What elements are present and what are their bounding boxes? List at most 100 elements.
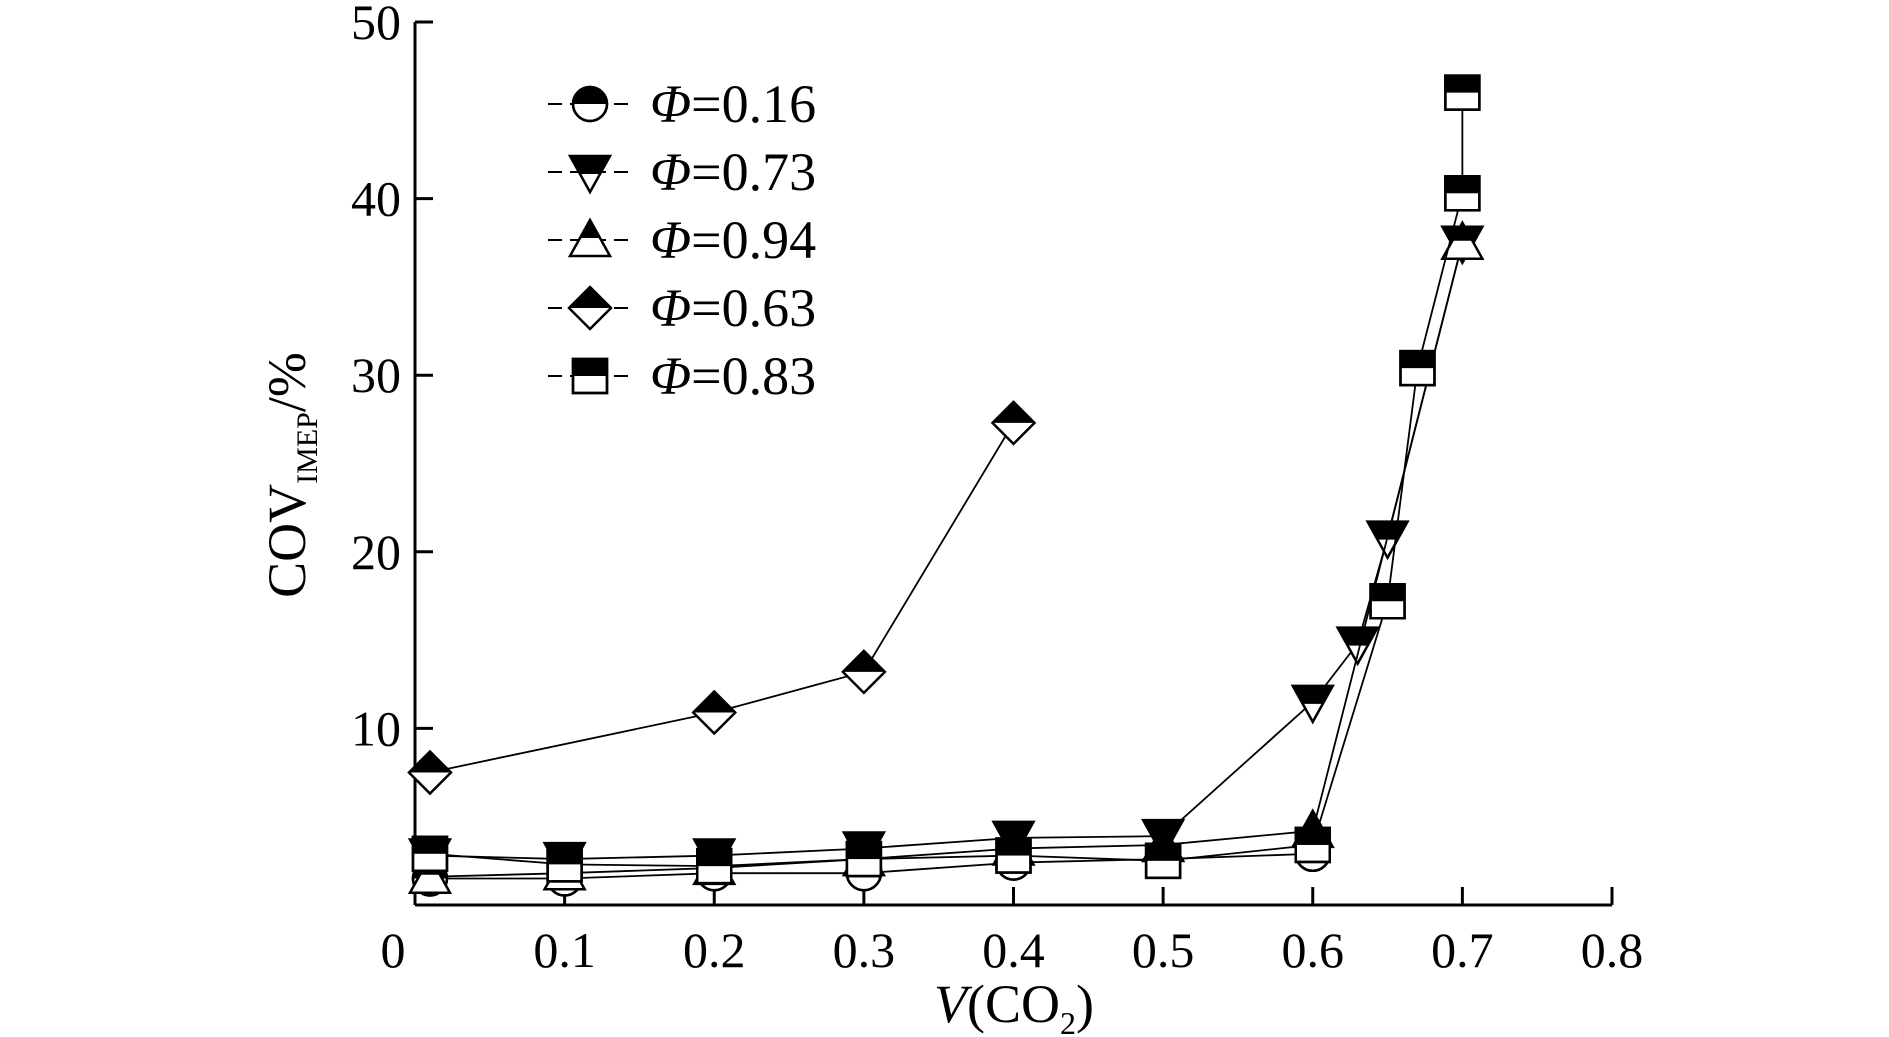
legend-symbol: Φ — [650, 142, 691, 202]
series-line — [429, 92, 1464, 868]
marker-edge — [1294, 826, 1331, 864]
series-layer — [407, 74, 1485, 897]
marker-edge — [546, 846, 583, 883]
legend-value: =0.63 — [691, 278, 816, 338]
marker-fill — [547, 847, 582, 865]
legend-item-1: Φ=0.73 — [548, 142, 816, 202]
marker-fill — [1146, 843, 1181, 861]
series-4 — [411, 74, 1481, 885]
legend-symbol: Φ — [650, 346, 691, 406]
marker-edge — [845, 840, 883, 878]
marker-edge — [1444, 74, 1481, 111]
marker-edge — [1444, 175, 1481, 212]
legend-label: Φ=0.63 — [650, 278, 816, 338]
x-tick-label: 0.6 — [1282, 922, 1345, 978]
marker-fill — [569, 287, 611, 308]
x-tick-label: 0.7 — [1431, 922, 1494, 978]
series-line — [429, 242, 1464, 878]
x-tick-label: 0.3 — [833, 922, 896, 978]
data-point — [990, 400, 1037, 446]
y-tick-label: 10 — [351, 700, 401, 756]
axes — [413, 22, 1612, 907]
data-point — [1144, 842, 1182, 880]
marker-edge — [571, 85, 609, 123]
data-point — [1444, 74, 1481, 111]
marker-fill — [1451, 222, 1473, 241]
marker-edge — [571, 357, 609, 395]
series-2 — [407, 220, 1485, 894]
data-point — [1335, 626, 1380, 667]
marker-fill — [1400, 351, 1435, 369]
data-point — [1294, 826, 1331, 864]
series-line — [429, 422, 1015, 774]
x-tick-label: 0.1 — [533, 922, 596, 978]
marker-fill — [1302, 810, 1324, 829]
ticks: 0 0.1 0.2 0.3 0.4 0.5 0.6 0.7 0.8 10 20 30 40 50 — [351, 0, 1643, 978]
legend-item-4: Φ=0.83 — [548, 346, 816, 406]
x-axis-title-open: (CO — [967, 974, 1060, 1034]
data-point — [411, 835, 449, 873]
axis-titles: V(CO2) COVIMEP/% — [257, 352, 1094, 1037]
marker-fill — [1445, 176, 1480, 194]
x-tick-label: 0 — [381, 922, 406, 978]
y-axis-title: COVIMEP/% — [257, 352, 324, 598]
x-axis-title-main: V — [934, 974, 973, 1034]
y-tick-label: 20 — [351, 524, 401, 580]
marker-fill — [1295, 827, 1330, 845]
marker-fill — [697, 849, 732, 867]
marker-fill — [1370, 584, 1405, 602]
legend-label: Φ=0.83 — [650, 346, 816, 406]
marker-fill — [573, 87, 607, 104]
legend-item-2: Φ=0.94 — [548, 210, 816, 270]
marker-fill — [1445, 75, 1480, 93]
marker-edge — [1144, 842, 1182, 880]
legend-label: Φ=0.16 — [650, 74, 816, 134]
marker-fill — [573, 359, 607, 376]
marker-edge — [411, 835, 449, 873]
y-tick-label: 40 — [351, 171, 401, 227]
y-axis-title-sub: IMEP — [291, 412, 324, 484]
data-point — [995, 837, 1032, 874]
legend: Φ=0.16Φ=0.73Φ=0.94Φ=0.63Φ=0.83 — [548, 74, 816, 406]
marker-fill — [570, 156, 610, 174]
marker-fill — [1292, 685, 1333, 704]
x-axis-title: V(CO2) — [934, 974, 1094, 1037]
legend-symbol: Φ — [650, 210, 691, 270]
legend-item-0: Φ=0.16 — [548, 74, 816, 134]
legend-symbol: Φ — [650, 278, 691, 338]
marker-edge — [1369, 582, 1406, 620]
legend-marker — [571, 357, 609, 395]
y-axis-title-main: COV — [257, 484, 317, 598]
x-tick-label: 0.5 — [1132, 922, 1195, 978]
x-axis-title-sub: 2 — [1060, 1005, 1076, 1037]
y-tick-label: 50 — [351, 0, 401, 50]
data-point — [841, 649, 887, 695]
marker-edge — [995, 837, 1032, 874]
marker-fill — [579, 220, 601, 238]
data-point — [1290, 684, 1335, 725]
marker-edge — [1399, 349, 1436, 387]
marker-edge — [696, 847, 733, 885]
data-point — [1444, 175, 1481, 212]
marker-fill — [996, 838, 1031, 856]
data-point — [546, 846, 583, 883]
y-tick-label: 30 — [351, 347, 401, 403]
legend-symbol: Φ — [650, 74, 691, 134]
data-point — [845, 840, 883, 878]
series-1 — [407, 225, 1485, 882]
data-point — [691, 689, 738, 736]
data-point — [1399, 349, 1436, 387]
marker-fill — [846, 842, 881, 860]
marker-fill — [992, 401, 1035, 423]
marker-fill — [408, 751, 451, 773]
legend-marker — [571, 85, 609, 123]
legend-item-3: Φ=0.63 — [548, 278, 816, 338]
legend-value: =0.73 — [691, 142, 816, 202]
x-tick-label: 0.2 — [683, 922, 746, 978]
legend-marker — [567, 154, 613, 195]
marker-fill — [412, 836, 447, 854]
data-point — [696, 847, 733, 885]
series-line — [429, 242, 1464, 860]
data-point — [1369, 582, 1406, 620]
